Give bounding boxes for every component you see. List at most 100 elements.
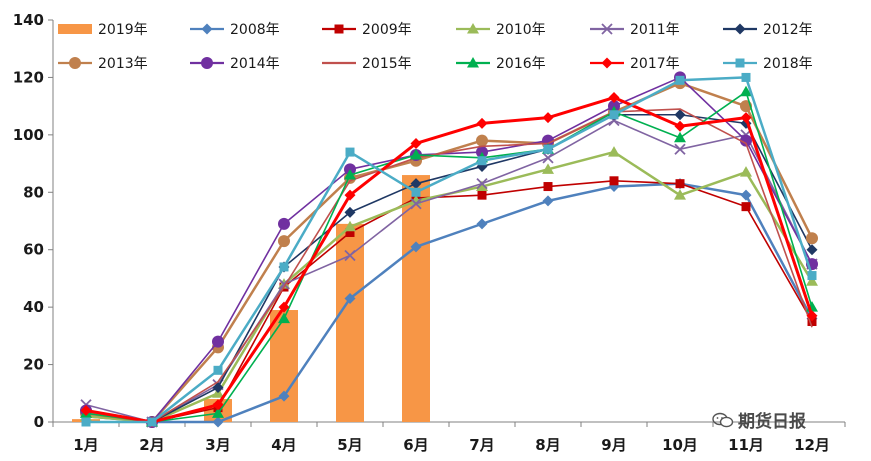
x-tick-label: 12月 (794, 436, 830, 454)
series-line (85, 90, 813, 423)
data-point (740, 189, 752, 201)
data-point (80, 405, 92, 417)
data-point (410, 241, 422, 253)
data-point (740, 166, 752, 177)
data-point (806, 244, 818, 256)
data-point (674, 189, 686, 200)
legend-marker (334, 24, 344, 34)
data-point (609, 110, 619, 120)
y-tick-label: 0 (34, 413, 44, 431)
legend-marker (201, 57, 213, 69)
series-2017年 (80, 92, 818, 428)
data-point (542, 152, 554, 164)
data-point (410, 178, 422, 190)
data-point (608, 92, 620, 104)
data-point (542, 195, 554, 207)
x-tick-label: 1月 (73, 436, 98, 454)
legend-item: 2015年 (322, 56, 412, 72)
data-point (212, 382, 224, 394)
data-point (674, 131, 686, 143)
wechat-icon (712, 412, 734, 427)
x-tick-label: 10月 (662, 436, 698, 454)
data-point (410, 137, 422, 149)
data-point (344, 220, 356, 232)
series-2009年 (81, 176, 817, 427)
data-point (674, 109, 686, 121)
data-point (675, 75, 685, 85)
x-tick-label: 2月 (139, 436, 164, 454)
data-point (345, 147, 355, 157)
series-line (85, 150, 814, 424)
series-line (85, 108, 813, 423)
data-point (542, 112, 554, 124)
legend-label: 2014年 (230, 56, 280, 72)
data-point (147, 417, 157, 427)
legend-marker (601, 57, 613, 69)
data-point (807, 317, 817, 326)
data-point (543, 144, 553, 154)
legend-marker (601, 23, 613, 35)
data-point (212, 335, 224, 348)
data-point (279, 262, 289, 272)
data-point (675, 179, 685, 189)
legend-marker (734, 23, 746, 35)
data-point (740, 112, 752, 124)
legend-item: 2012年 (723, 22, 813, 38)
series-line (85, 182, 814, 424)
data-point (741, 72, 751, 82)
data-point (674, 143, 686, 155)
data-point (476, 178, 488, 190)
legend-item: 2017年 (590, 56, 680, 72)
data-point (410, 198, 422, 210)
series-line (86, 76, 814, 424)
series-2015年 (85, 108, 813, 423)
legend-label: 2013年 (98, 56, 148, 72)
legend-marker (201, 23, 213, 35)
legend-item: 2011年 (590, 22, 680, 38)
data-point (477, 190, 487, 200)
data-point (740, 134, 752, 147)
data-point (345, 227, 355, 237)
series-line (85, 113, 813, 423)
legend-swatch (58, 24, 92, 34)
data-point (212, 399, 224, 411)
data-point (278, 390, 290, 402)
series-2014年 (80, 71, 818, 428)
data-point (344, 293, 356, 305)
data-point (608, 146, 620, 157)
y-tick-label: 100 (13, 126, 44, 144)
legend-label: 2009年 (362, 22, 412, 38)
series-2011年 (80, 114, 818, 428)
x-tick-label: 5月 (337, 436, 362, 454)
x-tick-label: 8月 (535, 436, 560, 454)
legend-item: 2016年 (456, 56, 546, 72)
data-point (212, 407, 224, 418)
data-point (278, 312, 290, 324)
legend-label: 2017年 (630, 56, 680, 72)
data-point (213, 365, 223, 375)
legend-item: 2009年 (322, 22, 412, 38)
data-point (278, 235, 290, 248)
legend-label: 2012年 (763, 22, 813, 38)
data-point (344, 189, 356, 201)
data-point (477, 156, 487, 166)
bar-2019 (270, 310, 298, 422)
legend-marker (467, 57, 479, 68)
data-point (278, 301, 290, 313)
data-point (476, 117, 488, 129)
legend-item: 2018年 (723, 56, 813, 72)
legend-label: 2016年 (496, 56, 546, 72)
series-2018年 (81, 72, 817, 427)
data-point (674, 120, 686, 132)
bar-2019 (402, 175, 430, 422)
data-point (806, 232, 818, 245)
data-point (476, 134, 488, 147)
data-point (344, 249, 356, 262)
legend-label: 2011年 (630, 22, 680, 38)
data-point (542, 163, 554, 174)
y-tick-label: 20 (23, 356, 44, 374)
legend-item: 2008年 (190, 22, 280, 38)
x-tick-label: 11月 (728, 436, 764, 454)
series-line (85, 96, 814, 424)
